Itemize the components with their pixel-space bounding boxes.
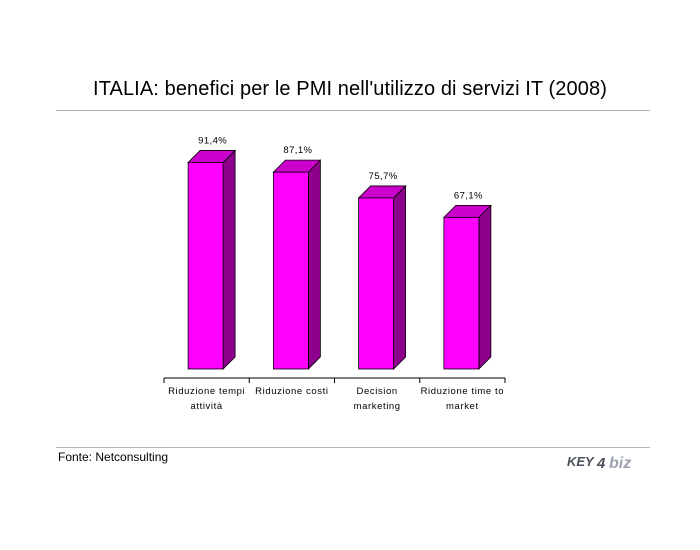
bar-value-label: 87,1% <box>283 145 312 156</box>
source-note: Fonte: Netconsulting <box>58 450 169 464</box>
footer-divider <box>56 447 650 448</box>
bars-group <box>187 149 492 370</box>
bar <box>357 184 407 370</box>
chart-title: ITALIA: benefici per le PMI nell'utilizz… <box>93 78 607 100</box>
bar-front-face <box>272 171 309 370</box>
bar-value-label: 67,1% <box>454 190 483 201</box>
x-axis <box>163 377 506 383</box>
x-tick-label: Riduzione time to <box>421 386 505 397</box>
logo-key-text: KEY <box>567 454 595 469</box>
bar-side-face <box>393 184 407 370</box>
bar <box>272 159 322 370</box>
x-tick-label: Decision <box>357 386 398 397</box>
bar-front-face <box>187 162 224 370</box>
labels-group: 91,4% Riduzione tempi attività 87,1% Riduzio… <box>168 135 504 412</box>
bar-front-face <box>443 216 480 370</box>
bar-value-label: 91,4% <box>198 135 227 146</box>
logo-biz-text: biz <box>609 455 631 472</box>
logo-four-text: 4 <box>596 455 606 472</box>
bar <box>187 149 237 370</box>
x-tick-label: attività <box>190 401 222 412</box>
title-divider <box>56 110 650 111</box>
bar-front-face <box>358 197 395 370</box>
x-tick-label: Riduzione tempi <box>168 386 245 397</box>
x-tick-label: market <box>446 401 479 412</box>
key4biz-logo: KEY 4 biz <box>567 454 631 472</box>
x-tick-label: marketing <box>354 401 401 412</box>
bar-chart: 91,4% Riduzione tempi attività 87,1% Riduzio… <box>163 135 506 412</box>
bar-value-label: 75,7% <box>369 171 398 182</box>
bar-side-face <box>478 204 492 370</box>
x-tick-label: Riduzione costi <box>255 386 328 397</box>
bar-side-face <box>222 149 236 370</box>
bar-side-face <box>307 159 321 370</box>
bar <box>442 204 492 370</box>
